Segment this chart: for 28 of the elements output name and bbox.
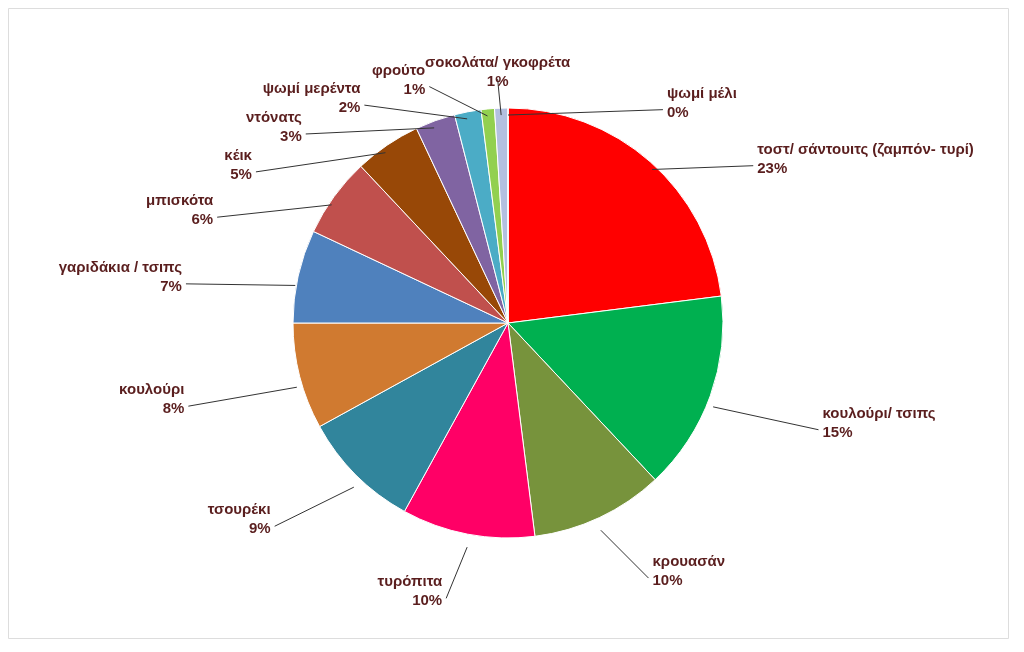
category-label: ψωμί μέλι [666,83,737,101]
data-label: 1% [486,72,509,90]
data-label: 10% [412,591,443,609]
slice-label: κουλούρι/ τσιπς [822,403,936,421]
slice-label: ντόνατς [245,107,302,125]
slice-label: γαριδάκια / τσιπς [58,257,183,275]
data-label: 2% [338,98,361,116]
slice-label: κρουασάν [652,552,726,570]
data-label: 8% [162,399,185,417]
slice-label: τυρόπιτα [377,572,443,590]
slice-label: σοκολάτα/ γκοφρέτα [424,53,572,71]
slice-label: μπισκότα [145,191,214,209]
slice-label: τσουρέκι [207,500,271,518]
data-label: 7% [160,276,182,294]
data-label: 1% [403,79,426,97]
slice-label: φρούτο [371,60,426,78]
slice-label: τοστ/ σάντουιτς (ζαμπόν- τυρί) [757,139,974,157]
slice-label: κουλούρι [119,380,185,398]
text: 0% [666,102,689,120]
data-label: 6% [191,210,214,228]
data-label: 9% [248,519,271,537]
data-label: 3% [280,126,302,144]
data-label: 5% [230,164,252,182]
slice-label: ψωμί μερέντα [262,79,362,97]
data-label: 10% [652,571,683,589]
data-label: 23% [757,158,788,176]
data-label: 15% [822,422,853,440]
slice-label: κέικ [224,145,253,163]
